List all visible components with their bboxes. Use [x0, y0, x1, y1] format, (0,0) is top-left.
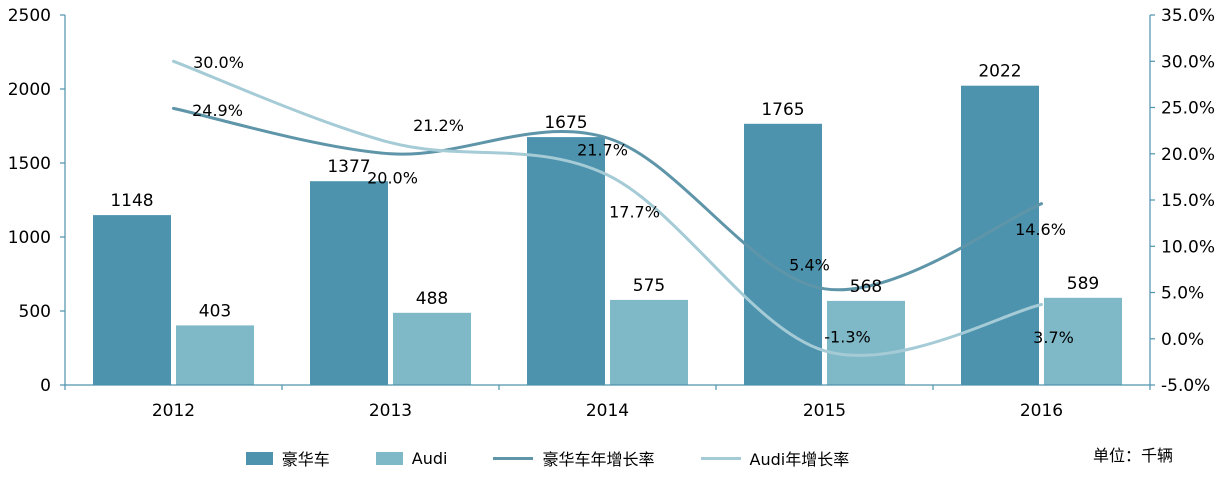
right-axis-labels: -5.0% 0.0% 5.0% 10.0% 15.0% 20.0% 25.0% 30.0% 35…: [1161, 6, 1215, 396]
bar: [176, 325, 254, 385]
bar: [527, 137, 605, 385]
legend-item-audi-growth-line: Audi年增长率: [700, 446, 850, 470]
bar-value-label: 2022: [978, 62, 1021, 82]
bar-value-label: 1148: [110, 191, 153, 211]
bar-value-label: 1377: [327, 157, 370, 177]
luxury-bar-value-labels: 1148 1377 1675 1765 2022: [110, 62, 1021, 211]
bar-value-label: 568: [850, 277, 882, 297]
legend-label-luxury-bar: 豪华车: [281, 450, 330, 469]
x-axis-category-label: 2016: [1020, 401, 1063, 421]
right-axis-tick-label: 10.0%: [1161, 237, 1215, 257]
bar-value-label: 403: [199, 301, 231, 321]
axes: [60, 14, 1155, 390]
growth-rate-label: 3.7%: [1033, 328, 1074, 347]
legend-label-audi-growth: Audi年增长率: [749, 450, 850, 469]
legend-swatch-audi-bar-icon: [375, 451, 403, 465]
x-axis-labels: 2012 2013 2014 2015 2016: [152, 401, 1063, 421]
bar: [1044, 297, 1122, 385]
audi-bar-value-labels: 403 488 575 568 589: [199, 274, 1099, 322]
left-axis-tick-label: 2500: [8, 6, 51, 26]
growth-rate-label: 14.6%: [1015, 220, 1066, 239]
bar-series-audi: [176, 297, 1122, 385]
bar: [310, 181, 388, 385]
growth-rate-label: 24.9%: [192, 101, 243, 120]
growth-rate-label: 5.4%: [789, 255, 830, 274]
left-axis-tick-label: 500: [19, 302, 51, 322]
right-axis-tick-label: 25.0%: [1161, 99, 1215, 119]
x-axis-category-label: 2013: [369, 401, 412, 421]
growth-rate-label: 30.0%: [193, 53, 244, 72]
audi-growth-labels: 30.0% 21.2% 17.7% -1.3% 3.7%: [193, 53, 1074, 347]
legend: 豪华车 Audi 豪华车年增长率 Audi年增长率: [0, 446, 1095, 470]
bar-value-label: 1675: [544, 113, 587, 133]
right-axis-tick-label: 0.0%: [1161, 330, 1204, 350]
growth-rate-label: 21.2%: [413, 116, 464, 135]
legend-swatch-luxury-line-icon: [493, 456, 534, 460]
unit-note: 单位：千辆: [1092, 446, 1173, 465]
left-axis-labels: 0 500 1000 1500 2000 2500: [8, 6, 51, 396]
x-axis-category-label: 2012: [152, 401, 195, 421]
growth-rate-label: -1.3%: [824, 327, 870, 346]
line-luxury-growth: [172, 106, 1043, 292]
legend-item-audi-bar: Audi: [375, 448, 448, 468]
luxury-growth-labels: 24.9% 20.0% 21.7% 5.4% 14.6%: [192, 101, 1066, 274]
right-axis-tick-label: 30.0%: [1161, 52, 1215, 72]
right-axis-tick-label: -5.0%: [1161, 376, 1210, 396]
right-axis-tick-label: 5.0%: [1161, 284, 1204, 304]
growth-rate-label: 21.7%: [577, 141, 628, 160]
legend-label-luxury-growth: 豪华车年增长率: [542, 450, 655, 469]
left-axis-tick-label: 1000: [8, 228, 51, 248]
bar-series-luxury: [93, 85, 1039, 386]
legend-swatch-luxury-bar-icon: [245, 451, 273, 465]
bar: [961, 85, 1039, 385]
left-axis-tick-label: 0: [40, 376, 51, 396]
legend-item-luxury-growth-line: 豪华车年增长率: [493, 446, 655, 470]
legend-label-audi-bar: Audi: [411, 448, 448, 468]
line-audi-growth: [172, 59, 1043, 357]
growth-rate-label: 20.0%: [367, 168, 418, 187]
bar: [827, 300, 905, 385]
x-axis-category-label: 2015: [803, 401, 846, 421]
bar-value-label: 488: [416, 289, 448, 309]
left-axis-tick-label: 2000: [8, 80, 51, 100]
bar-value-label: 1765: [761, 100, 804, 120]
right-axis-tick-label: 35.0%: [1161, 6, 1215, 26]
legend-item-luxury-bar: 豪华车: [245, 446, 330, 470]
legend-swatch-audi-line-icon: [700, 456, 741, 460]
right-axis-tick-label: 20.0%: [1161, 145, 1215, 165]
left-axis-tick-label: 1500: [8, 154, 51, 174]
bar: [93, 215, 171, 385]
right-axis-tick-label: 15.0%: [1161, 191, 1215, 211]
bar-value-label: 589: [1067, 274, 1099, 294]
bar-value-label: 575: [633, 276, 665, 296]
bar: [610, 299, 688, 385]
bar: [393, 312, 471, 385]
x-axis-category-label: 2014: [586, 401, 629, 421]
growth-rate-label: 17.7%: [609, 203, 660, 222]
